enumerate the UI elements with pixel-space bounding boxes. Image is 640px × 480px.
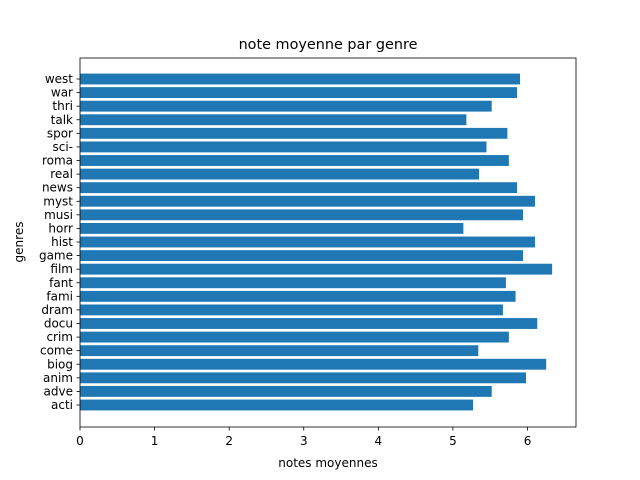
y-tick-label: horr: [48, 221, 73, 235]
y-tick-label: docu: [44, 317, 73, 331]
y-tick-label: acti: [51, 398, 73, 412]
bar-fant: [80, 277, 506, 289]
bar-sci-: [80, 141, 487, 153]
bar-come: [80, 345, 479, 357]
y-tick-label: roma: [42, 154, 73, 168]
y-tick-label: news: [42, 181, 73, 195]
bar-west: [80, 73, 521, 85]
y-tick-label: game: [39, 249, 73, 263]
y-tick-label: come: [40, 344, 73, 358]
y-tick-label: musi: [44, 208, 73, 222]
bar-acti: [80, 399, 474, 411]
y-tick-label: adve: [44, 384, 73, 398]
bar-roma: [80, 155, 509, 166]
bar-myst: [80, 195, 535, 207]
y-ticks-group: actiadveanimbiogcomecrimdocudramfamifant…: [39, 72, 80, 412]
bar-docu: [80, 318, 538, 329]
bar-spor: [80, 127, 508, 139]
bar-war: [80, 87, 518, 99]
y-tick-label: anim: [43, 371, 73, 385]
x-ticks-group: 0 1 2 3 4 5 6: [76, 427, 531, 448]
bar-fami: [80, 290, 516, 302]
y-tick-label: film: [50, 262, 73, 276]
y-tick-label: dram: [41, 303, 73, 317]
bar-real: [80, 168, 480, 180]
y-tick-label: fami: [46, 289, 73, 303]
bars-group: [80, 73, 553, 411]
bar-adve: [80, 385, 492, 397]
y-tick-label: real: [50, 167, 73, 181]
y-tick-label: war: [51, 86, 73, 100]
y-tick-label: myst: [43, 194, 73, 208]
plot-frame: [79, 57, 577, 428]
x-tick-label: 5: [449, 434, 457, 448]
bar-hist: [80, 236, 535, 248]
x-tick-label: 3: [300, 434, 308, 448]
y-tick-label: sci-: [52, 140, 73, 154]
y-tick-label: biog: [47, 357, 73, 371]
bar-crim: [80, 331, 509, 343]
x-tick-label: 0: [76, 434, 84, 448]
bar-dram: [80, 304, 503, 316]
y-tick-label: thri: [52, 99, 73, 113]
bar-film: [80, 263, 553, 275]
y-tick-label: fant: [49, 276, 73, 290]
bar-musi: [80, 209, 524, 221]
x-tick-label: 2: [225, 434, 233, 448]
bar-thri: [80, 100, 492, 112]
chart-title: note moyenne par genre: [239, 37, 418, 53]
bar-talk: [80, 114, 467, 126]
x-axis-label: notes moyennes: [278, 456, 377, 470]
x-tick-label: 6: [524, 434, 532, 448]
x-tick-label: 1: [151, 434, 159, 448]
y-tick-label: hist: [51, 235, 73, 249]
y-tick-label: talk: [51, 113, 73, 127]
y-tick-label: crim: [46, 330, 73, 344]
bar-biog: [80, 358, 547, 370]
x-tick-label: 4: [375, 434, 383, 448]
bar-horr: [80, 222, 464, 234]
y-tick-label: west: [45, 72, 73, 86]
bar-game: [80, 250, 524, 262]
bar-news: [80, 182, 518, 194]
bar-anim: [80, 372, 527, 384]
y-axis-label: genres: [12, 222, 26, 263]
y-tick-label: spor: [47, 126, 73, 140]
